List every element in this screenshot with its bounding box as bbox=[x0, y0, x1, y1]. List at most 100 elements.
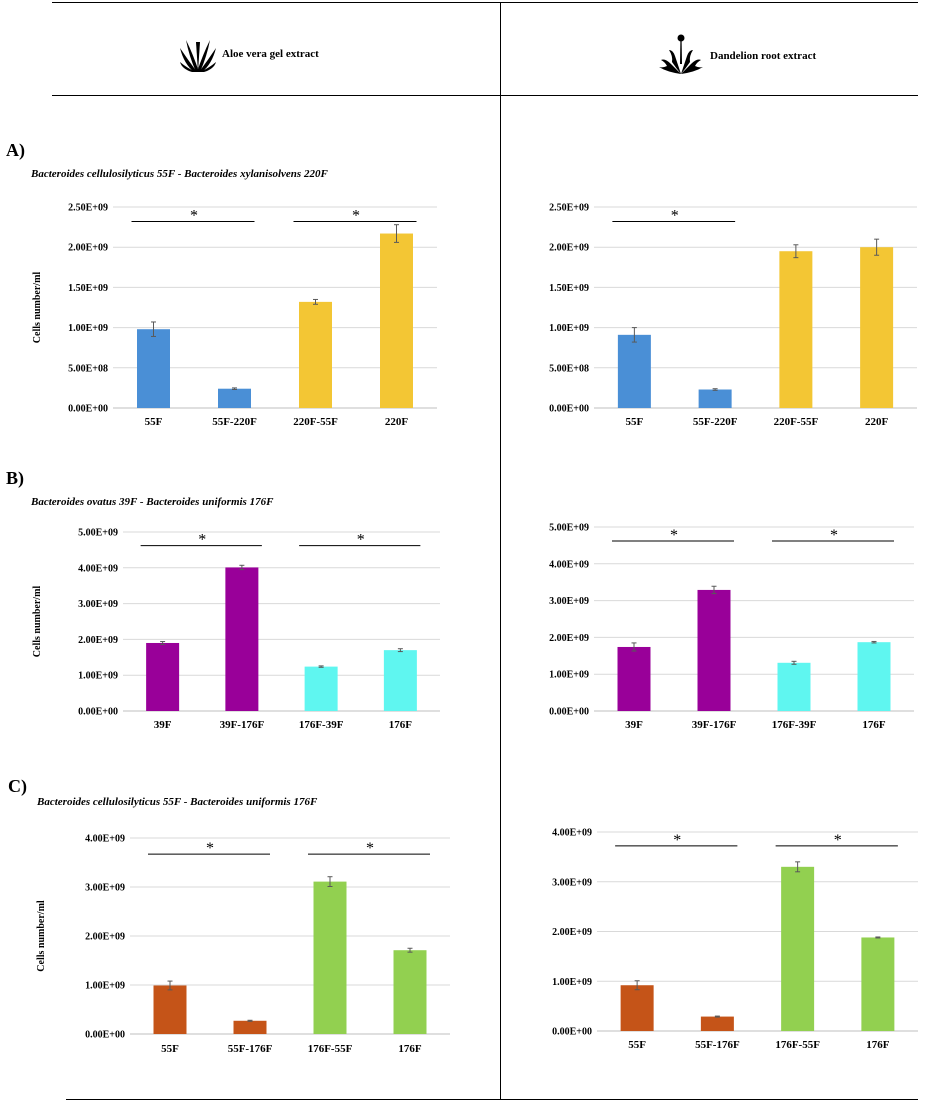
bar bbox=[697, 589, 731, 711]
bar bbox=[225, 567, 259, 711]
bar bbox=[153, 985, 187, 1034]
bar bbox=[304, 666, 338, 711]
significance-star: * bbox=[670, 527, 678, 544]
column-divider bbox=[500, 2, 501, 1099]
y-tick-label: 1.50E+09 bbox=[68, 283, 108, 294]
y-tick-label: 2.00E+09 bbox=[68, 243, 108, 254]
bar bbox=[137, 329, 170, 408]
y-tick-label: 3.00E+09 bbox=[552, 877, 592, 888]
y-tick-label: 4.00E+09 bbox=[552, 828, 592, 839]
y-tick-label: 3.00E+09 bbox=[549, 596, 589, 607]
bar bbox=[393, 950, 427, 1034]
y-tick-label: 5.00E+09 bbox=[549, 523, 589, 534]
category-label: 220F-55F bbox=[293, 416, 338, 428]
top-border bbox=[52, 2, 918, 3]
category-label: 176F-55F bbox=[308, 1043, 353, 1055]
y-tick-label: 1.00E+09 bbox=[78, 671, 118, 682]
bar bbox=[313, 881, 347, 1034]
y-axis-label: Cells number/ml bbox=[32, 272, 43, 344]
category-label: 39F bbox=[625, 719, 643, 731]
y-tick-label: 4.00E+09 bbox=[85, 834, 125, 845]
header-divider bbox=[52, 95, 918, 96]
y-tick-label: 2.00E+09 bbox=[549, 243, 589, 254]
category-label: 220F bbox=[385, 416, 409, 428]
y-axis-label: Cells number/ml bbox=[36, 900, 47, 972]
bar bbox=[861, 937, 895, 1031]
significance-star: * bbox=[834, 832, 842, 849]
category-label: 55F-176F bbox=[228, 1043, 273, 1055]
bar bbox=[620, 985, 654, 1031]
bar bbox=[860, 247, 894, 408]
y-tick-label: 1.00E+09 bbox=[549, 670, 589, 681]
y-tick-label: 5.00E+08 bbox=[68, 363, 108, 374]
y-tick-label: 3.00E+09 bbox=[78, 599, 118, 610]
category-label: 55F-220F bbox=[693, 416, 738, 428]
y-tick-label: 0.00E+00 bbox=[549, 404, 589, 415]
y-tick-label: 5.00E+08 bbox=[549, 363, 589, 374]
significance-star: * bbox=[357, 532, 365, 549]
panel-a-label: A) bbox=[6, 140, 25, 160]
bar bbox=[383, 650, 417, 711]
category-label: 39F-176F bbox=[692, 719, 737, 731]
category-label: 176F bbox=[866, 1039, 890, 1051]
category-label: 55F bbox=[626, 416, 644, 428]
y-axis-label: Cells number/ml bbox=[32, 586, 43, 658]
bar bbox=[617, 646, 651, 711]
y-tick-label: 0.00E+00 bbox=[85, 1030, 125, 1041]
category-label: 55F bbox=[628, 1039, 646, 1051]
y-tick-label: 2.00E+09 bbox=[78, 635, 118, 646]
y-tick-label: 1.00E+09 bbox=[549, 323, 589, 334]
significance-star: * bbox=[830, 527, 838, 544]
category-label: 39F-176F bbox=[220, 719, 265, 731]
y-tick-label: 0.00E+00 bbox=[68, 404, 108, 415]
bar bbox=[233, 1020, 267, 1034]
bar bbox=[299, 301, 332, 408]
category-label: 176F bbox=[862, 719, 886, 731]
bottom-border bbox=[66, 1099, 918, 1100]
dandelion-column-title: Dandelion root extract bbox=[710, 50, 817, 62]
panel-b-label: B) bbox=[6, 468, 24, 488]
category-label: 220F-55F bbox=[774, 416, 819, 428]
significance-star: * bbox=[673, 832, 681, 849]
panel-c-label: C) bbox=[8, 776, 27, 796]
panel-a-subtitle: Bacteroides cellulosilyticus 55F - Bacte… bbox=[31, 168, 328, 180]
category-label: 55F bbox=[145, 416, 163, 428]
y-tick-label: 0.00E+00 bbox=[552, 1027, 592, 1038]
category-label: 176F bbox=[389, 719, 413, 731]
bar bbox=[218, 388, 251, 408]
y-tick-label: 5.00E+09 bbox=[78, 528, 118, 539]
bar bbox=[617, 334, 651, 408]
y-tick-label: 1.50E+09 bbox=[549, 283, 589, 294]
y-tick-label: 1.00E+09 bbox=[552, 977, 592, 988]
significance-star: * bbox=[198, 532, 206, 549]
significance-star: * bbox=[671, 207, 679, 224]
significance-star: * bbox=[352, 207, 360, 224]
y-tick-label: 4.00E+09 bbox=[78, 563, 118, 574]
bar bbox=[857, 642, 891, 711]
category-label: 176F-39F bbox=[772, 719, 817, 731]
y-tick-label: 2.50E+09 bbox=[549, 203, 589, 214]
significance-star: * bbox=[190, 207, 198, 224]
category-label: 176F bbox=[398, 1043, 422, 1055]
bar bbox=[777, 662, 811, 711]
significance-star: * bbox=[366, 840, 374, 857]
category-label: 55F-176F bbox=[695, 1039, 740, 1051]
bar bbox=[781, 866, 815, 1031]
aloe-column-title: Aloe vera gel extract bbox=[222, 48, 319, 60]
category-label: 220F bbox=[865, 416, 889, 428]
y-tick-label: 3.00E+09 bbox=[85, 883, 125, 894]
y-tick-label: 2.00E+09 bbox=[549, 633, 589, 644]
category-label: 176F-39F bbox=[299, 719, 344, 731]
category-label: 176F-55F bbox=[775, 1039, 820, 1051]
y-tick-label: 1.00E+09 bbox=[68, 323, 108, 334]
y-tick-label: 0.00E+00 bbox=[549, 707, 589, 718]
bar bbox=[698, 389, 732, 408]
panel-c-subtitle: Bacteroides cellulosilyticus 55F - Bacte… bbox=[37, 796, 318, 808]
bar bbox=[146, 642, 180, 711]
y-tick-label: 1.00E+09 bbox=[85, 981, 125, 992]
category-label: 55F bbox=[161, 1043, 179, 1055]
y-tick-label: 2.00E+09 bbox=[85, 932, 125, 943]
